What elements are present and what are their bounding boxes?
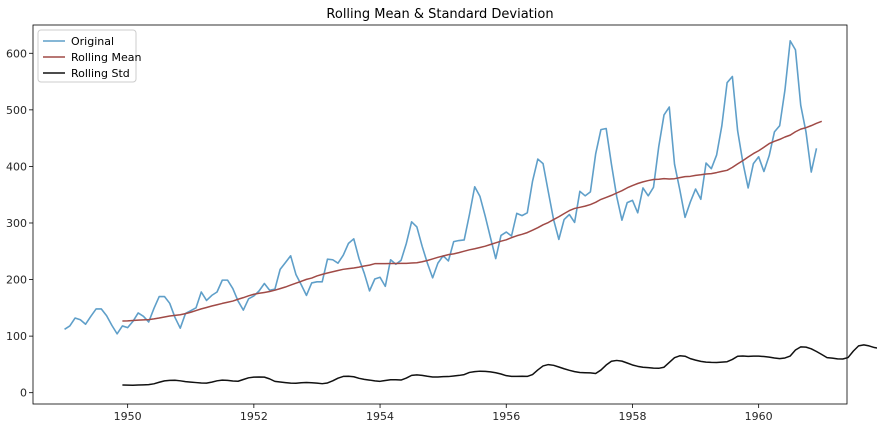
legend-label: Rolling Std [71, 67, 130, 80]
chart-title: Rolling Mean & Standard Deviation [326, 7, 553, 22]
x-axis: 1950 1952 1954 1956 1958 1960 [114, 404, 773, 423]
series-rolling-std-line [122, 344, 877, 386]
y-tick-label: 500 [6, 104, 27, 117]
y-tick-label: 100 [6, 330, 27, 343]
y-tick-label: 400 [6, 160, 27, 173]
legend-box [37, 29, 137, 83]
series-original-line [64, 40, 818, 335]
y-tick-label: 600 [6, 47, 27, 60]
y-axis: 0 100 200 300 400 500 600 [6, 47, 33, 400]
x-tick-label: 1958 [618, 410, 646, 423]
legend: Original Rolling Mean Rolling Std [37, 29, 141, 83]
legend-label: Rolling Mean [71, 51, 141, 64]
y-tick-label: 300 [6, 217, 27, 230]
x-tick-label: 1950 [114, 410, 142, 423]
plot-area: 1950 1952 1954 1956 1958 1960 0 100 200 300 400 50… [6, 24, 877, 423]
y-tick-label: 200 [6, 274, 27, 287]
x-tick-label: 1960 [745, 410, 773, 423]
x-tick-label: 1952 [240, 410, 268, 423]
x-tick-label: 1954 [366, 410, 394, 423]
series-rolling-mean-line [122, 120, 823, 322]
series-group [64, 40, 877, 386]
plot-frame [32, 24, 848, 405]
x-tick-label: 1956 [492, 410, 520, 423]
legend-label: Original [71, 35, 114, 48]
y-tick-label: 0 [20, 387, 27, 400]
